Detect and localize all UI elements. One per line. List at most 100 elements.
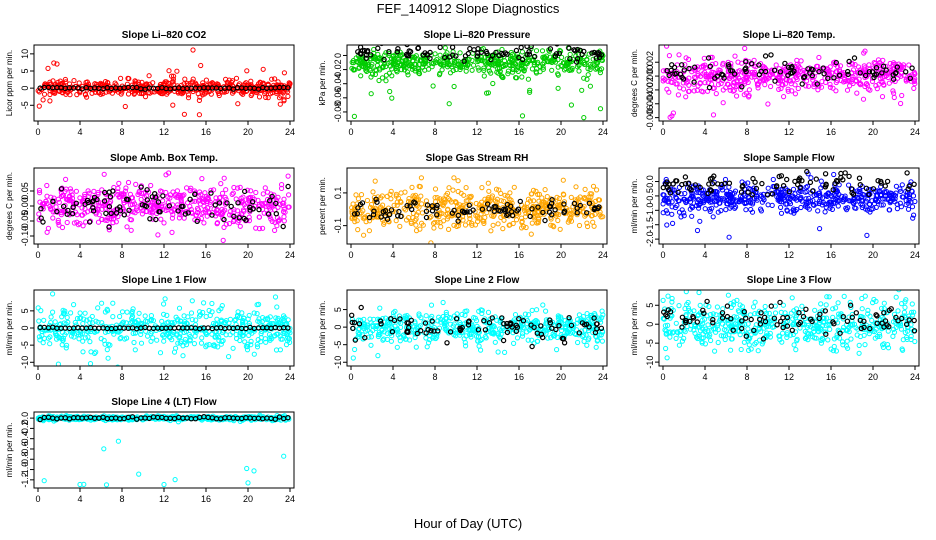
data-point [846, 198, 852, 204]
data-point [473, 333, 480, 339]
data-point [880, 202, 886, 208]
data-point [118, 335, 124, 341]
data-point [173, 314, 179, 320]
data-point [132, 330, 138, 336]
data-point [691, 81, 697, 87]
reference-point [455, 212, 461, 219]
data-point [132, 201, 138, 207]
data-point [59, 224, 66, 231]
reference-point [738, 189, 745, 195]
data-point [129, 201, 135, 207]
data-point [718, 80, 724, 87]
data-point [356, 326, 362, 332]
data-point [438, 198, 444, 204]
data-point [540, 66, 547, 72]
reference-point [517, 198, 524, 205]
data-point [131, 339, 137, 346]
data-point [764, 74, 770, 80]
data-point [741, 92, 747, 98]
data-point [214, 207, 220, 213]
data-point [136, 310, 142, 316]
reference-point [856, 175, 863, 181]
data-point [396, 313, 402, 319]
x-tick-label: 20 [556, 127, 566, 137]
data-point [85, 188, 91, 194]
reference-point [871, 74, 877, 81]
data-point [584, 342, 590, 348]
data-point [527, 198, 534, 204]
reference-point [228, 203, 234, 210]
data-point [437, 52, 443, 58]
reference-point [121, 212, 128, 218]
data-point [861, 50, 867, 56]
data-point [352, 67, 358, 73]
reference-point [285, 183, 291, 190]
data-point [434, 195, 440, 201]
data-point [105, 308, 111, 314]
data-point [355, 334, 361, 340]
data-point [406, 196, 412, 202]
data-point [171, 73, 177, 79]
data-point [178, 197, 184, 204]
data-point [549, 59, 555, 66]
data-points [660, 45, 918, 120]
data-point [432, 219, 438, 225]
data-point [542, 187, 548, 193]
reference-point [386, 49, 392, 55]
data-point [905, 206, 912, 212]
data-point [167, 192, 173, 198]
data-point [683, 80, 690, 86]
data-point [272, 76, 278, 82]
data-point [702, 206, 708, 212]
reference-point [805, 66, 811, 72]
data-point [891, 192, 897, 198]
data-point [184, 88, 190, 94]
data-point [129, 313, 136, 320]
reference-point [388, 207, 395, 213]
data-point [599, 338, 606, 344]
data-point [833, 192, 839, 198]
reference-point [845, 71, 851, 78]
reference-point [816, 68, 822, 75]
data-point [125, 75, 131, 82]
data-point [254, 302, 260, 308]
reference-point [349, 312, 355, 318]
reference-point [884, 178, 891, 185]
reference-point [467, 45, 473, 52]
data-point [709, 76, 715, 82]
data-point [50, 291, 56, 297]
data-point [768, 83, 774, 90]
data-point [784, 207, 790, 213]
plot-title: Slope Amb. Box Temp. [110, 153, 218, 164]
data-point [778, 187, 784, 193]
reference-point [782, 60, 788, 67]
reference-point [516, 54, 522, 61]
data-point [781, 191, 787, 197]
y-axis-label: percent per min. [318, 177, 327, 235]
data-point [64, 219, 70, 226]
reference-point [571, 200, 578, 207]
data-point [235, 208, 241, 214]
data-point [427, 215, 433, 221]
data-point [241, 202, 247, 208]
data-points [35, 291, 293, 366]
data-point [138, 328, 144, 334]
data-point [214, 207, 220, 213]
data-point [369, 61, 375, 67]
data-point [256, 316, 262, 322]
data-point [873, 204, 879, 210]
data-point [788, 209, 794, 215]
data-point [874, 198, 881, 205]
data-point [852, 62, 858, 68]
data-point [599, 57, 606, 64]
reference-point [444, 340, 450, 346]
data-point [560, 191, 567, 197]
data-point [259, 318, 265, 325]
data-point [48, 320, 54, 326]
data-point [50, 309, 56, 315]
reference-point [375, 45, 381, 52]
data-point [471, 315, 477, 321]
reference-point [743, 68, 749, 75]
data-point [691, 88, 697, 94]
data-point [719, 187, 726, 193]
